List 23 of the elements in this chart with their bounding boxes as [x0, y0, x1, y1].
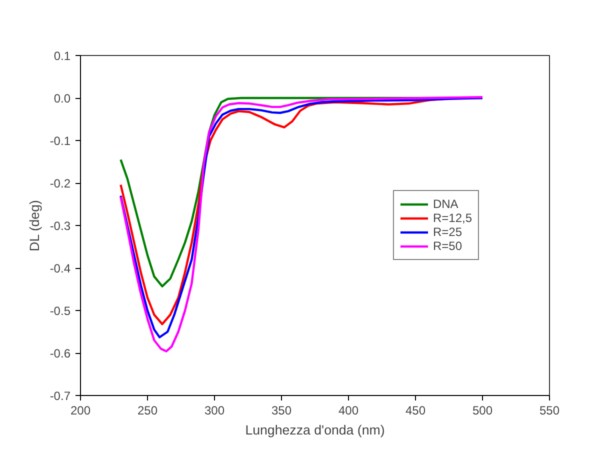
y-tick-label: 0.1 [54, 49, 71, 63]
y-tick-label: -0.7 [50, 389, 71, 403]
x-tick-label: 350 [271, 404, 292, 418]
y-tick-label: -0.1 [50, 134, 71, 148]
x-tick-label: 250 [137, 404, 158, 418]
x-tick-label: 400 [338, 404, 359, 418]
y-tick-label: -0.4 [50, 262, 71, 276]
y-tick-label: -0.3 [50, 219, 71, 233]
legend-label: DNA [432, 197, 458, 211]
x-axis-title: Lunghezza d'onda (nm) [245, 422, 385, 438]
legend-label: R=12,5 [432, 211, 472, 225]
y-tick-label: -0.2 [50, 176, 71, 190]
legend-label: R=25 [432, 225, 462, 239]
x-tick-label: 550 [539, 404, 560, 418]
y-tick-label: 0.0 [54, 92, 71, 106]
x-tick-label: 300 [204, 404, 225, 418]
y-tick-label: -0.5 [50, 304, 71, 318]
y-axis-title: DL (deg) [26, 200, 42, 252]
legend-label: R=50 [432, 239, 462, 253]
x-tick-label: 200 [70, 404, 91, 418]
y-tick-label: -0.6 [50, 346, 71, 360]
x-tick-label: 500 [472, 404, 493, 418]
x-tick-label: 450 [405, 404, 426, 418]
